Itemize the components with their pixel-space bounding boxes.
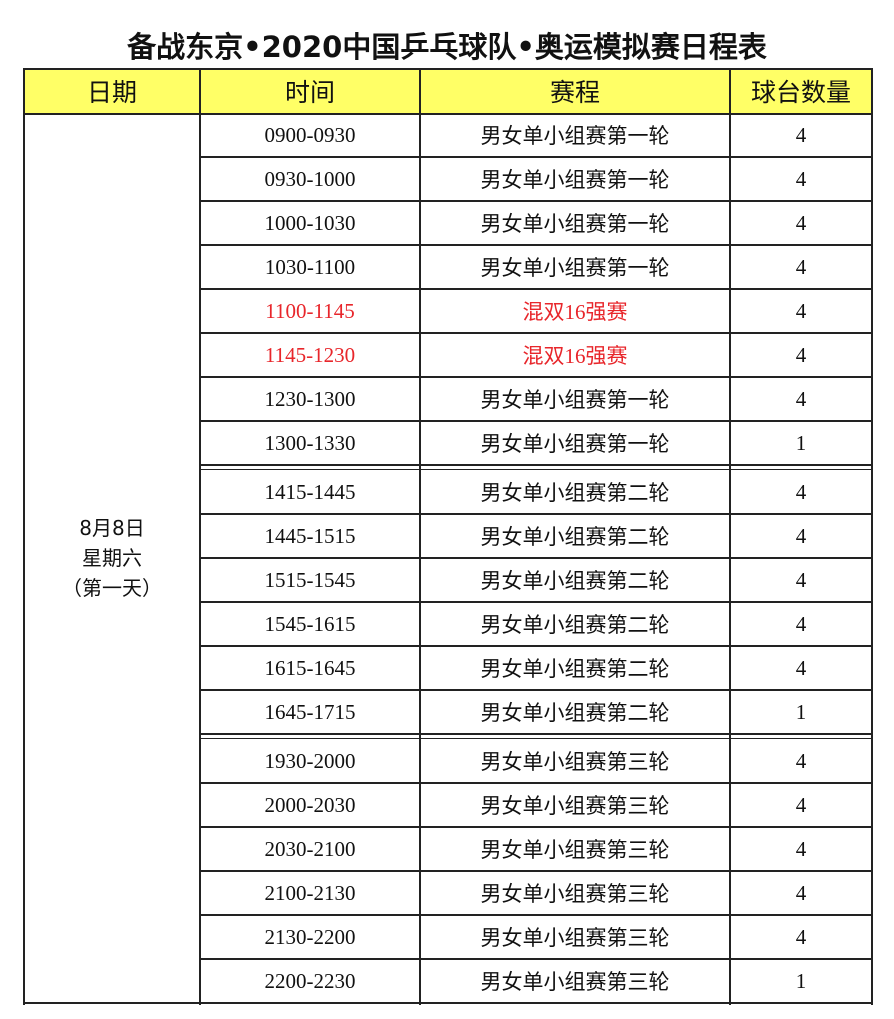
row-line — [200, 782, 872, 784]
column-line — [419, 68, 421, 1005]
event-cell: 男女单小组赛第三轮 — [480, 970, 670, 994]
event-cell: 男女单小组赛第一轮 — [480, 168, 670, 192]
event-cell: 男女单小组赛第三轮 — [480, 882, 670, 906]
event-cell: 男女单小组赛第二轮 — [480, 525, 670, 549]
time-cell: 2130-2200 — [264, 924, 356, 949]
event-cell: 混双16强赛 — [522, 344, 628, 368]
tables-cell: 4 — [795, 836, 807, 861]
event-cell: 男女单小组赛第二轮 — [480, 569, 670, 593]
column-line — [729, 68, 731, 1005]
time-cell: 1100-1145 — [265, 298, 355, 323]
time-cell: 2200-2230 — [264, 968, 356, 993]
column-line — [871, 68, 874, 1005]
event-cell: 男女单小组赛第二轮 — [480, 657, 670, 681]
tables-cell: 4 — [795, 792, 807, 817]
time-cell: 1930-2000 — [264, 748, 356, 773]
event-cell: 男女单小组赛第三轮 — [480, 926, 670, 950]
time-cell: 2100-2130 — [264, 880, 356, 905]
time-cell: 1145-1230 — [264, 342, 356, 367]
date-line: （第一天） — [62, 576, 162, 600]
row-line — [200, 376, 872, 378]
row-line — [200, 244, 872, 246]
row-line — [200, 826, 872, 828]
tables-cell: 4 — [795, 567, 807, 592]
row-line — [200, 513, 872, 515]
tables-cell: 4 — [795, 655, 807, 680]
tables-cell: 4 — [795, 254, 807, 279]
row-line — [200, 914, 872, 916]
row-line — [24, 113, 872, 115]
tables-cell: 4 — [795, 342, 807, 367]
row-line — [200, 601, 872, 603]
tables-cell: 4 — [795, 611, 807, 636]
group-separator — [200, 468, 872, 470]
date-cell: 8月8日星期六 （第一天） — [24, 113, 200, 1003]
tables-cell: 4 — [795, 298, 807, 323]
time-cell: 1445-1515 — [264, 523, 356, 548]
row-line — [200, 733, 872, 735]
tables-cell: 4 — [795, 479, 807, 504]
row-line — [200, 557, 872, 559]
event-cell: 男女单小组赛第一轮 — [480, 388, 670, 412]
time-cell: 0930-1000 — [264, 166, 356, 191]
row-line — [200, 200, 872, 202]
tables-cell: 4 — [795, 924, 807, 949]
time-cell: 1545-1615 — [264, 611, 356, 636]
header-cell: 球台数量 — [730, 68, 872, 113]
event-cell: 男女单小组赛第二轮 — [480, 701, 670, 725]
title: 备战东京•2020中国乒乓球队•奥运模拟赛日程表 — [127, 30, 767, 64]
time-cell: 1230-1300 — [264, 386, 356, 411]
time-cell: 1030-1100 — [264, 254, 356, 279]
date-line: 8月8日 — [79, 516, 145, 540]
event-cell: 男女单小组赛第三轮 — [480, 794, 670, 818]
time-cell: 1645-1715 — [264, 699, 356, 724]
column-line — [23, 68, 26, 1005]
tables-cell: 4 — [795, 880, 807, 905]
tables-cell: 4 — [795, 210, 807, 235]
row-line — [24, 68, 872, 70]
row-line — [200, 332, 872, 334]
tables-cell: 4 — [795, 748, 807, 773]
time-cell: 1515-1545 — [264, 567, 356, 592]
event-cell: 男女单小组赛第三轮 — [480, 750, 670, 774]
row-line — [200, 689, 872, 691]
row-line — [200, 420, 872, 422]
time-cell: 1300-1330 — [264, 430, 356, 455]
time-cell: 1615-1645 — [264, 655, 356, 680]
row-line — [200, 156, 872, 158]
event-cell: 混双16强赛 — [522, 300, 628, 324]
tables-cell: 1 — [795, 699, 807, 724]
date-line: 星期六 — [82, 546, 142, 570]
tables-cell: 4 — [795, 166, 807, 191]
event-cell: 男女单小组赛第一轮 — [480, 432, 670, 456]
time-cell: 2030-2100 — [264, 836, 356, 861]
tables-cell: 4 — [795, 122, 807, 147]
event-cell: 男女单小组赛第一轮 — [480, 256, 670, 280]
event-cell: 男女单小组赛第二轮 — [480, 481, 670, 505]
time-cell: 0900-0930 — [264, 122, 356, 147]
row-line — [200, 288, 872, 290]
event-cell: 男女单小组赛第一轮 — [480, 212, 670, 236]
tables-cell: 1 — [795, 968, 807, 993]
row-line — [200, 645, 872, 647]
header-cell: 赛程 — [420, 68, 730, 113]
tables-cell: 4 — [795, 386, 807, 411]
tables-cell: 4 — [795, 523, 807, 548]
event-cell: 男女单小组赛第二轮 — [480, 613, 670, 637]
header-cell: 时间 — [200, 68, 420, 113]
time-cell: 2000-2030 — [264, 792, 356, 817]
row-line — [200, 958, 872, 960]
event-cell: 男女单小组赛第一轮 — [480, 124, 670, 148]
column-line — [199, 68, 201, 1005]
event-cell: 男女单小组赛第三轮 — [480, 838, 670, 862]
tables-cell: 1 — [795, 430, 807, 455]
row-line — [200, 464, 872, 466]
group-separator — [200, 737, 872, 739]
time-cell: 1000-1030 — [264, 210, 356, 235]
time-cell: 1415-1445 — [264, 479, 356, 504]
header-cell: 日期 — [24, 68, 200, 113]
row-line — [200, 870, 872, 872]
row-line — [24, 1002, 872, 1004]
